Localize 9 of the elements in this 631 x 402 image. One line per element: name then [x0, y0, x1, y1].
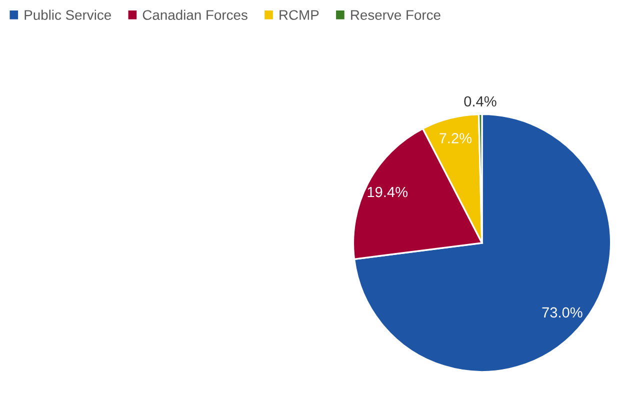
legend-label: RCMP — [280, 10, 319, 20]
data-label: 73.0% — [542, 307, 582, 318]
legend-label: Canadian Forces — [142, 10, 248, 20]
legend-label: Public Service — [24, 10, 111, 20]
data-label: 19.4% — [368, 186, 408, 198]
data-label: 7.2% — [440, 133, 472, 144]
data-label: 0.4% — [464, 96, 496, 107]
legend-label: Reserve Force — [351, 10, 440, 20]
pie-slice — [353, 113, 612, 373]
